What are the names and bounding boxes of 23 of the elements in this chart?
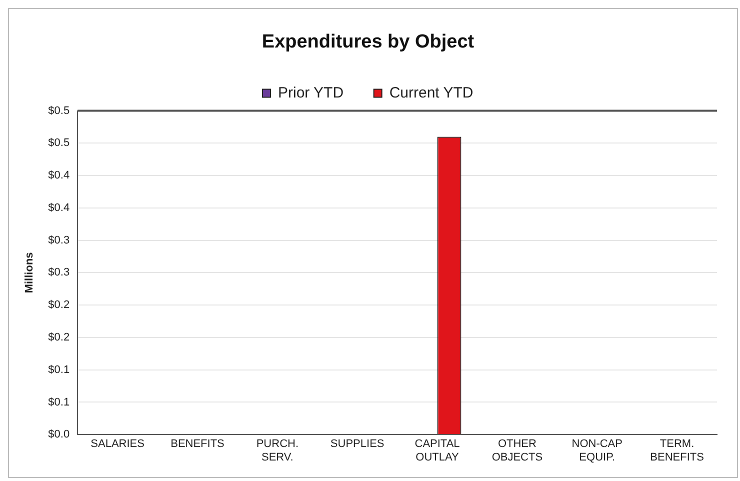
y-tick-label: $0.2 xyxy=(48,299,70,312)
y-tick-label: $0.3 xyxy=(48,234,70,246)
y-tick-label: $0.0 xyxy=(48,428,70,441)
x-tick-label: SALARIES xyxy=(90,438,144,450)
y-tick-label: $0.2 xyxy=(48,331,70,344)
x-tick-label: NON-CAP EQUIP. xyxy=(572,438,622,464)
x-tick-label: TERM. BENEFITS xyxy=(650,438,704,464)
legend-label: Current YTD xyxy=(389,84,474,102)
chart-title: Expenditures by Object xyxy=(262,32,475,53)
y-axis-title: Millions xyxy=(24,252,36,294)
x-tick-label: OTHER OBJECTS xyxy=(492,438,543,464)
x-tick-label: CAPITAL OUTLAY xyxy=(414,438,460,464)
y-tick-label: $0.5 xyxy=(48,137,70,150)
y-tick-label: $0.3 xyxy=(48,266,70,279)
legend-label: Prior YTD xyxy=(278,84,344,102)
y-tick-label: $0.4 xyxy=(48,202,70,214)
x-tick-label: SUPPLIES xyxy=(330,438,384,450)
y-tick-label: $0.1 xyxy=(48,396,70,408)
y-tick-label: $0.5 xyxy=(48,104,70,117)
y-tick-label: $0.4 xyxy=(48,170,70,182)
y-tick-label: $0.1 xyxy=(48,364,70,376)
x-tick-label: PURCH. SERV. xyxy=(256,438,299,464)
x-tick-label: BENEFITS xyxy=(170,438,224,450)
